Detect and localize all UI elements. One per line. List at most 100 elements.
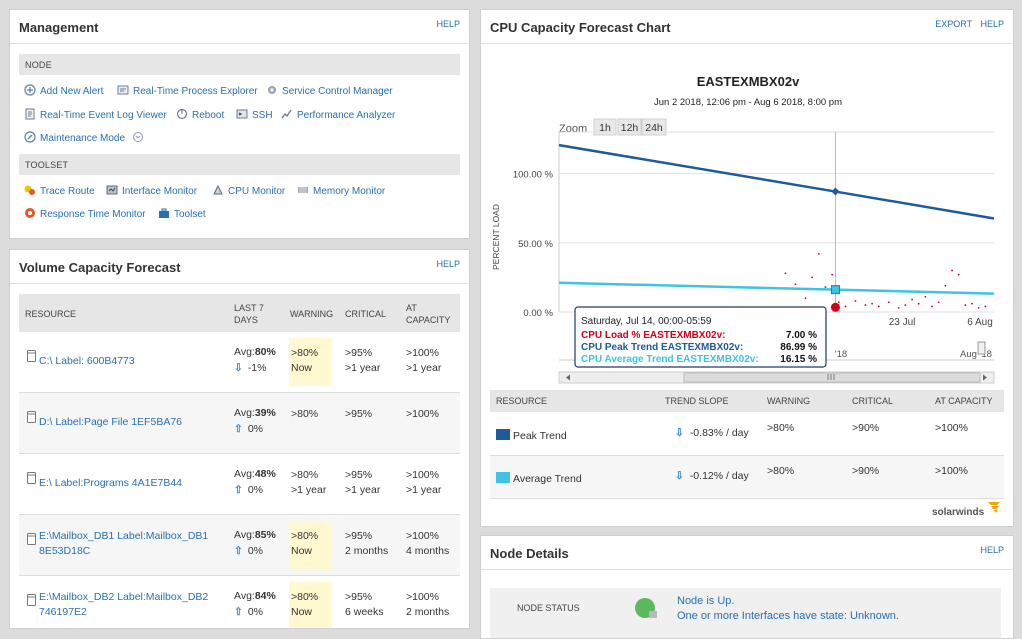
toolset-link[interactable]: Toolset — [158, 207, 206, 220]
trend-value: 0% — [247, 606, 263, 618]
load-point — [794, 283, 797, 286]
scroll-right-icon[interactable] — [983, 374, 987, 381]
load-point — [784, 272, 787, 275]
load-point — [811, 276, 814, 279]
response-time-icon — [25, 208, 35, 218]
critical-cell: >95% — [345, 407, 372, 422]
interface-monitor-link[interactable]: Interface Monitor — [106, 184, 197, 197]
zoom-1h-button[interactable] — [593, 118, 617, 136]
trend: ⇧ 0% — [234, 422, 263, 437]
arrow-up-icon: ⇧ — [234, 484, 243, 496]
col-critical: CRITICAL — [852, 396, 894, 406]
zoom-label: Zoom — [559, 123, 587, 135]
trend-label: Peak Trend — [513, 430, 567, 442]
trend: ⇧ 0% — [234, 483, 263, 498]
zoom-12h-button[interactable] — [617, 118, 642, 136]
memory-monitor-icon — [298, 187, 308, 193]
performance-analyzer-link[interactable]: Performance Analyzer — [281, 108, 395, 121]
volume-capacity-panel: Volume Capacity Forecast HELP RESOURCE L… — [9, 249, 470, 629]
volume-name-link[interactable]: D:\ Label:Page File 1EF5BA76 — [39, 415, 182, 430]
add-new-alert-link[interactable]: Add New Alert — [24, 84, 103, 97]
arrow-up-icon: ⇧ — [234, 545, 243, 557]
cpu-forecast-chart[interactable]: EASTEXMBX02v Jun 2 2018, 12:06 pm - Aug 6… — [481, 44, 1014, 384]
disk-icon — [27, 411, 36, 428]
ssh-link[interactable]: SSH — [236, 108, 273, 121]
chevron-down-icon — [132, 132, 143, 142]
export-link[interactable]: EXPORT — [935, 19, 972, 29]
volume-name-link[interactable]: E:\Mailbox_DB2 Label:Mailbox_DB2 746197E2 — [39, 590, 208, 620]
node-status-row: NODE STATUS Node is Up. One or more Inte… — [490, 588, 1001, 638]
warning-value: >80% — [767, 465, 795, 477]
realtime-process-explorer-link[interactable]: Real-Time Process Explorer — [117, 84, 258, 97]
warning-threshold: >80% — [291, 469, 319, 481]
warning-threshold: >80% — [291, 408, 319, 420]
trend: ⇩ -1% — [234, 361, 267, 376]
avg-usage: Avg:80% — [234, 345, 276, 360]
volume-name-line1: D:\ Label:Page File 1EF5BA76 — [39, 416, 183, 428]
load-hover-marker — [830, 302, 840, 312]
capacity-eta: >1 year — [406, 362, 442, 374]
capacity-eta: 2 months — [406, 606, 450, 618]
trend-value: 0% — [247, 423, 263, 435]
zoom-24h-button[interactable] — [641, 118, 667, 136]
help-link[interactable]: HELP — [436, 259, 460, 269]
critical-cell: >95% >1 year — [345, 346, 380, 376]
series-swatch — [496, 429, 510, 440]
maintenance-mode-dropdown[interactable]: Maintenance Mode — [24, 131, 148, 144]
service-control-manager-link[interactable]: Service Control Manager — [266, 84, 393, 97]
cpu-monitor-link[interactable]: CPU Monitor — [212, 184, 285, 197]
scroll-left-icon[interactable] — [566, 374, 570, 381]
trace-route-icon — [24, 185, 35, 195]
y-axis-label: PERCENT LOAD — [491, 204, 501, 270]
cpu-capacity-panel: CPU Capacity Forecast Chart EXPORT HELP … — [480, 9, 1014, 527]
realtime-event-log-viewer-link[interactable]: Real-Time Event Log Viewer — [24, 108, 167, 121]
tooltip-series-value: 86.99 % — [780, 342, 817, 353]
volume-name-line1: E:\ Label:Programs 4A1E7B44 — [39, 477, 183, 489]
capacity-threshold: >100% — [406, 530, 439, 542]
trend-table-header: RESOURCE TREND SLOPE WARNING CRITICAL AT… — [490, 390, 1004, 412]
node-status-label: NODE STATUS — [517, 603, 580, 613]
scrollbar-thumb[interactable] — [683, 372, 981, 383]
volume-name-link[interactable]: E:\Mailbox_DB1 Label:Mailbox_DB1 8E53D18C — [39, 529, 208, 559]
avg-usage: Avg:85% — [234, 528, 276, 543]
chart-subtitle: Jun 2 2018, 12:06 pm - Aug 6 2018, 8:00 … — [654, 97, 842, 108]
warning-cell: >80% — [289, 399, 332, 447]
volume-name-link[interactable]: E:\ Label:Programs 4A1E7B44 — [39, 476, 182, 491]
table-row: D:\ Label:Page File 1EF5BA76 Avg:39% ⇧ 0% >8… — [19, 393, 460, 454]
help-link[interactable]: HELP — [980, 19, 1004, 29]
reboot-link[interactable]: Reboot — [176, 108, 224, 121]
disk-icon — [27, 533, 36, 550]
chart-tooltip — [574, 306, 827, 368]
load-point — [854, 300, 857, 302]
critical-eta: >1 year — [345, 484, 381, 496]
divider — [10, 283, 469, 284]
critical-threshold: >95% — [345, 408, 373, 420]
zoom-button-label: 1h — [599, 122, 611, 134]
load-point — [911, 298, 913, 301]
action-label: SSH — [252, 110, 273, 121]
response-time-monitor-link[interactable]: Response Time Monitor — [24, 207, 146, 220]
panel-title: Node Details — [490, 546, 569, 561]
tooltip-series-label: CPU Peak Trend EASTEXMBX02v: — [581, 342, 743, 353]
load-point — [977, 306, 980, 309]
help-link[interactable]: HELP — [436, 19, 460, 29]
help-link[interactable]: HELP — [980, 545, 1004, 555]
warning-value: >80% — [767, 422, 795, 434]
volume-name-link[interactable]: C:\ Label: 600B4773 — [39, 354, 135, 369]
load-point — [831, 273, 834, 276]
event-log-icon — [25, 108, 35, 120]
navigator-handle[interactable] — [977, 341, 986, 355]
warning-cell: >80% Now — [289, 582, 332, 628]
terminal-icon — [236, 109, 248, 119]
tool-label: Trace Route — [40, 186, 95, 197]
avg-label: Avg: — [234, 468, 255, 480]
status-up-icon — [635, 598, 657, 618]
avg-label: Avg: — [234, 407, 255, 419]
memory-monitor-link[interactable]: Memory Monitor — [297, 184, 385, 197]
node-status-line1[interactable]: Node is Up. — [677, 595, 735, 607]
critical-threshold: >95% — [345, 469, 373, 481]
col-last7-line1: LAST 7 — [234, 303, 264, 313]
node-status-line2[interactable]: One or more Interfaces have state: Unkno… — [677, 610, 899, 622]
panel-title: Volume Capacity Forecast — [19, 260, 181, 275]
trace-route-link[interactable]: Trace Route — [24, 184, 95, 197]
